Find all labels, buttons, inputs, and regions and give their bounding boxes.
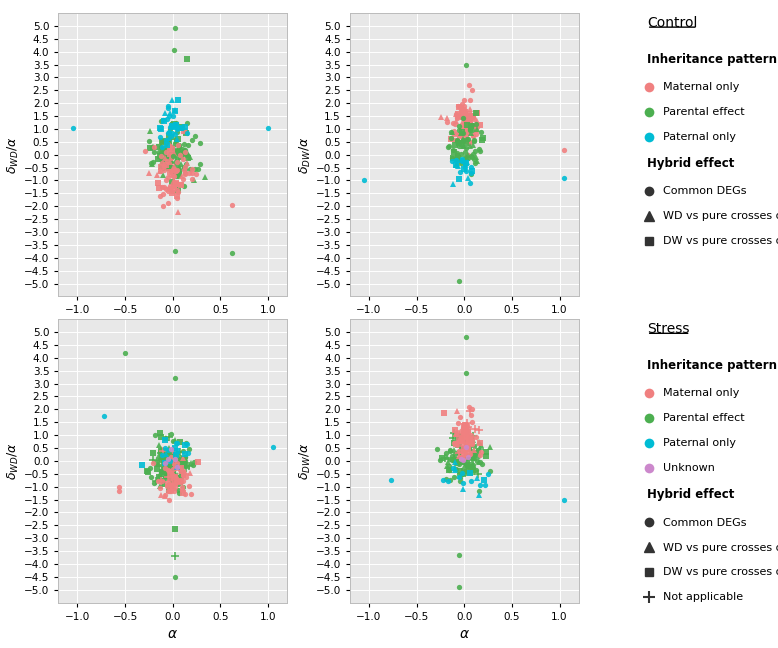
Text: Hybrid effect: Hybrid effect [647, 489, 734, 502]
Text: Not applicable: Not applicable [663, 592, 743, 603]
Text: WD vs pure crosses only: WD vs pure crosses only [663, 542, 778, 553]
Text: Paternal only: Paternal only [663, 132, 736, 142]
Text: DW vs pure crosses only: DW vs pure crosses only [663, 568, 778, 577]
Text: Inheritance pattern: Inheritance pattern [647, 52, 776, 65]
Text: Unknown: Unknown [663, 463, 714, 473]
Text: Parental effect: Parental effect [663, 413, 745, 423]
X-axis label: $\alpha$: $\alpha$ [459, 627, 470, 642]
Text: Common DEGs: Common DEGs [663, 518, 746, 527]
Text: DW vs pure crosses only: DW vs pure crosses only [663, 237, 778, 246]
Text: Maternal only: Maternal only [663, 388, 739, 398]
Text: Common DEGs: Common DEGs [663, 187, 746, 196]
Text: Control: Control [647, 16, 697, 30]
Text: Parental effect: Parental effect [663, 107, 745, 117]
Y-axis label: $\delta_{WD}/\alpha$: $\delta_{WD}/\alpha$ [6, 136, 21, 174]
Text: Hybrid effect: Hybrid effect [647, 157, 734, 170]
Y-axis label: $\delta_{DW}/\alpha$: $\delta_{DW}/\alpha$ [298, 442, 313, 480]
Text: WD vs pure crosses only: WD vs pure crosses only [663, 211, 778, 222]
X-axis label: $\alpha$: $\alpha$ [167, 627, 178, 642]
Text: Inheritance pattern: Inheritance pattern [647, 359, 776, 372]
Y-axis label: $\delta_{WD}/\alpha$: $\delta_{WD}/\alpha$ [6, 442, 21, 480]
Text: Stress: Stress [647, 322, 689, 336]
Y-axis label: $\delta_{DW}/\alpha$: $\delta_{DW}/\alpha$ [298, 136, 313, 174]
Text: Maternal only: Maternal only [663, 82, 739, 92]
Text: Paternal only: Paternal only [663, 438, 736, 448]
